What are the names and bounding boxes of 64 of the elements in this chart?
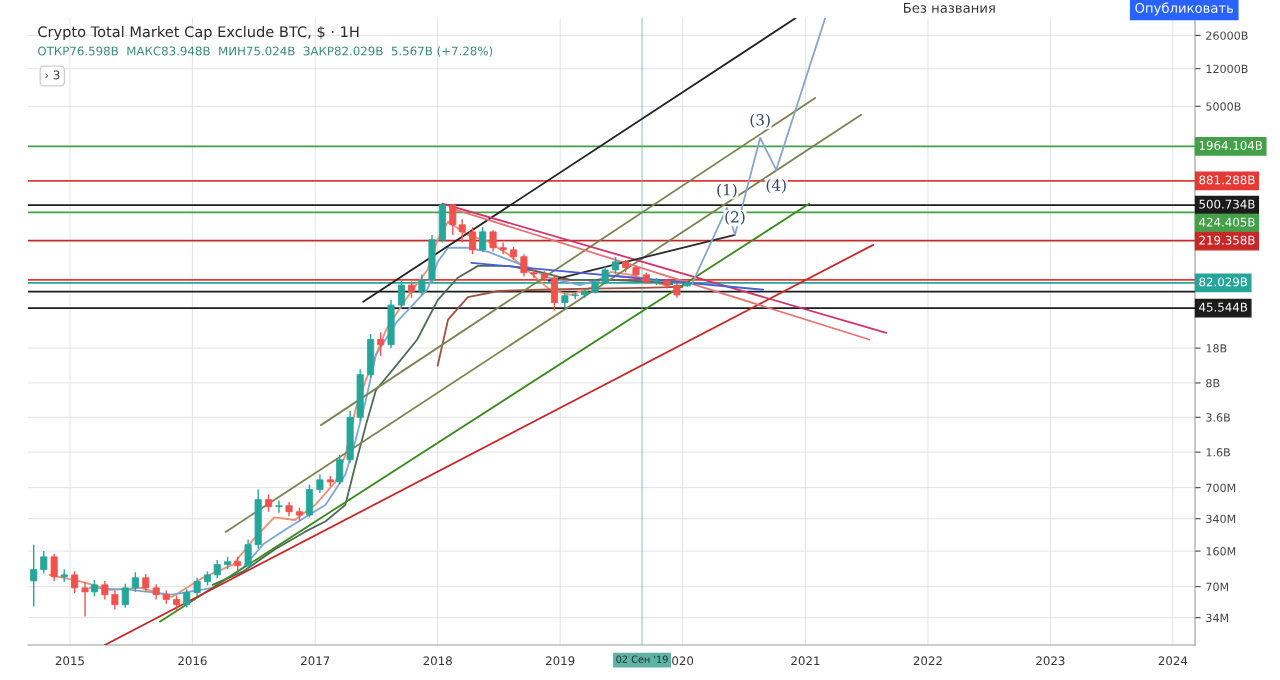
- candlestick: [71, 570, 79, 594]
- annotation: › 3: [45, 70, 60, 80]
- candlestick: [111, 589, 119, 611]
- ref-line-label: 82.029B: [1199, 277, 1248, 287]
- y-tick-label: 26000B: [1206, 31, 1248, 40]
- annotation: (1): [717, 183, 737, 198]
- x-tick-label: 2024: [1158, 656, 1188, 666]
- candlestick: [469, 226, 477, 255]
- candlestick: [193, 577, 201, 597]
- y-tick-label: 12000B: [1206, 64, 1248, 74]
- text: Опубликовать: [1135, 2, 1234, 16]
- ref-line-label: 02 Сен '19: [616, 655, 668, 663]
- x-tick-label: 2016: [178, 656, 207, 666]
- candlestick: [275, 499, 283, 514]
- y-tick-label: 340M: [1206, 514, 1236, 524]
- annotation: (2): [725, 210, 745, 225]
- candlestick: [520, 253, 528, 278]
- y-tick-label: 70M: [1206, 582, 1229, 592]
- text: ОТКР76.598B МАКС83.948B МИН75.024B ЗАКР82.029B 5.567B (+7.28%): [38, 46, 493, 57]
- line-series: [436, 285, 684, 367]
- x-tick-label: 020: [672, 656, 694, 666]
- y-tick-label: 34M: [1206, 613, 1229, 623]
- x-tick-label: 2019: [546, 656, 575, 666]
- y-tick-label: 8B: [1206, 378, 1220, 388]
- ref-line-label: 500.734B: [1199, 199, 1255, 209]
- ref-line-label: 424.405B: [1199, 217, 1255, 227]
- line-series: [691, 18, 827, 284]
- x-tick-label: 2018: [423, 656, 452, 666]
- y-tick-label: 1.6B: [1206, 448, 1230, 457]
- candlestick: [183, 588, 191, 609]
- x-tick-label: 2023: [1036, 656, 1065, 666]
- line-series: [211, 264, 674, 586]
- candlestick: [336, 454, 344, 485]
- candlestick: [101, 580, 109, 601]
- x-tick-label: 2021: [791, 656, 820, 666]
- annotation: (3): [750, 113, 770, 128]
- candlestick: [131, 571, 139, 593]
- y-tick-label: 5000B: [1206, 102, 1241, 111]
- candlestick: [530, 267, 538, 279]
- y-tick-label: 3.6B: [1206, 413, 1230, 422]
- text: Без названия: [904, 3, 995, 13]
- ref-line-label: 219.358B: [1199, 235, 1255, 245]
- ref-line-label: 881.288B: [1199, 175, 1255, 185]
- candlestick: [316, 473, 324, 494]
- candlestick: [121, 582, 129, 609]
- candlestick: [479, 226, 487, 253]
- candlestick: [377, 331, 385, 357]
- candlestick: [81, 581, 89, 618]
- y-tick-label: 18B: [1206, 344, 1227, 353]
- candlestick: [40, 550, 48, 575]
- candlestick: [213, 559, 221, 579]
- x-tick-label: 2015: [55, 656, 84, 666]
- annotation: (4): [766, 179, 786, 194]
- y-tick-label: 700M: [1206, 483, 1236, 493]
- x-tick-label: 2022: [913, 656, 942, 666]
- ref-line-label: 45.544B: [1199, 302, 1248, 312]
- y-tick-label: 160M: [1206, 547, 1236, 556]
- candlestick: [30, 543, 38, 608]
- x-tick-label: 2017: [301, 656, 330, 666]
- candlestick: [489, 229, 497, 253]
- ref-line-label: 1964.104B: [1199, 140, 1263, 150]
- candlestick: [244, 538, 252, 570]
- candlestick: [50, 553, 58, 582]
- text: Crypto Total Market Cap Exclude BTC, $ · 1H: [38, 25, 359, 41]
